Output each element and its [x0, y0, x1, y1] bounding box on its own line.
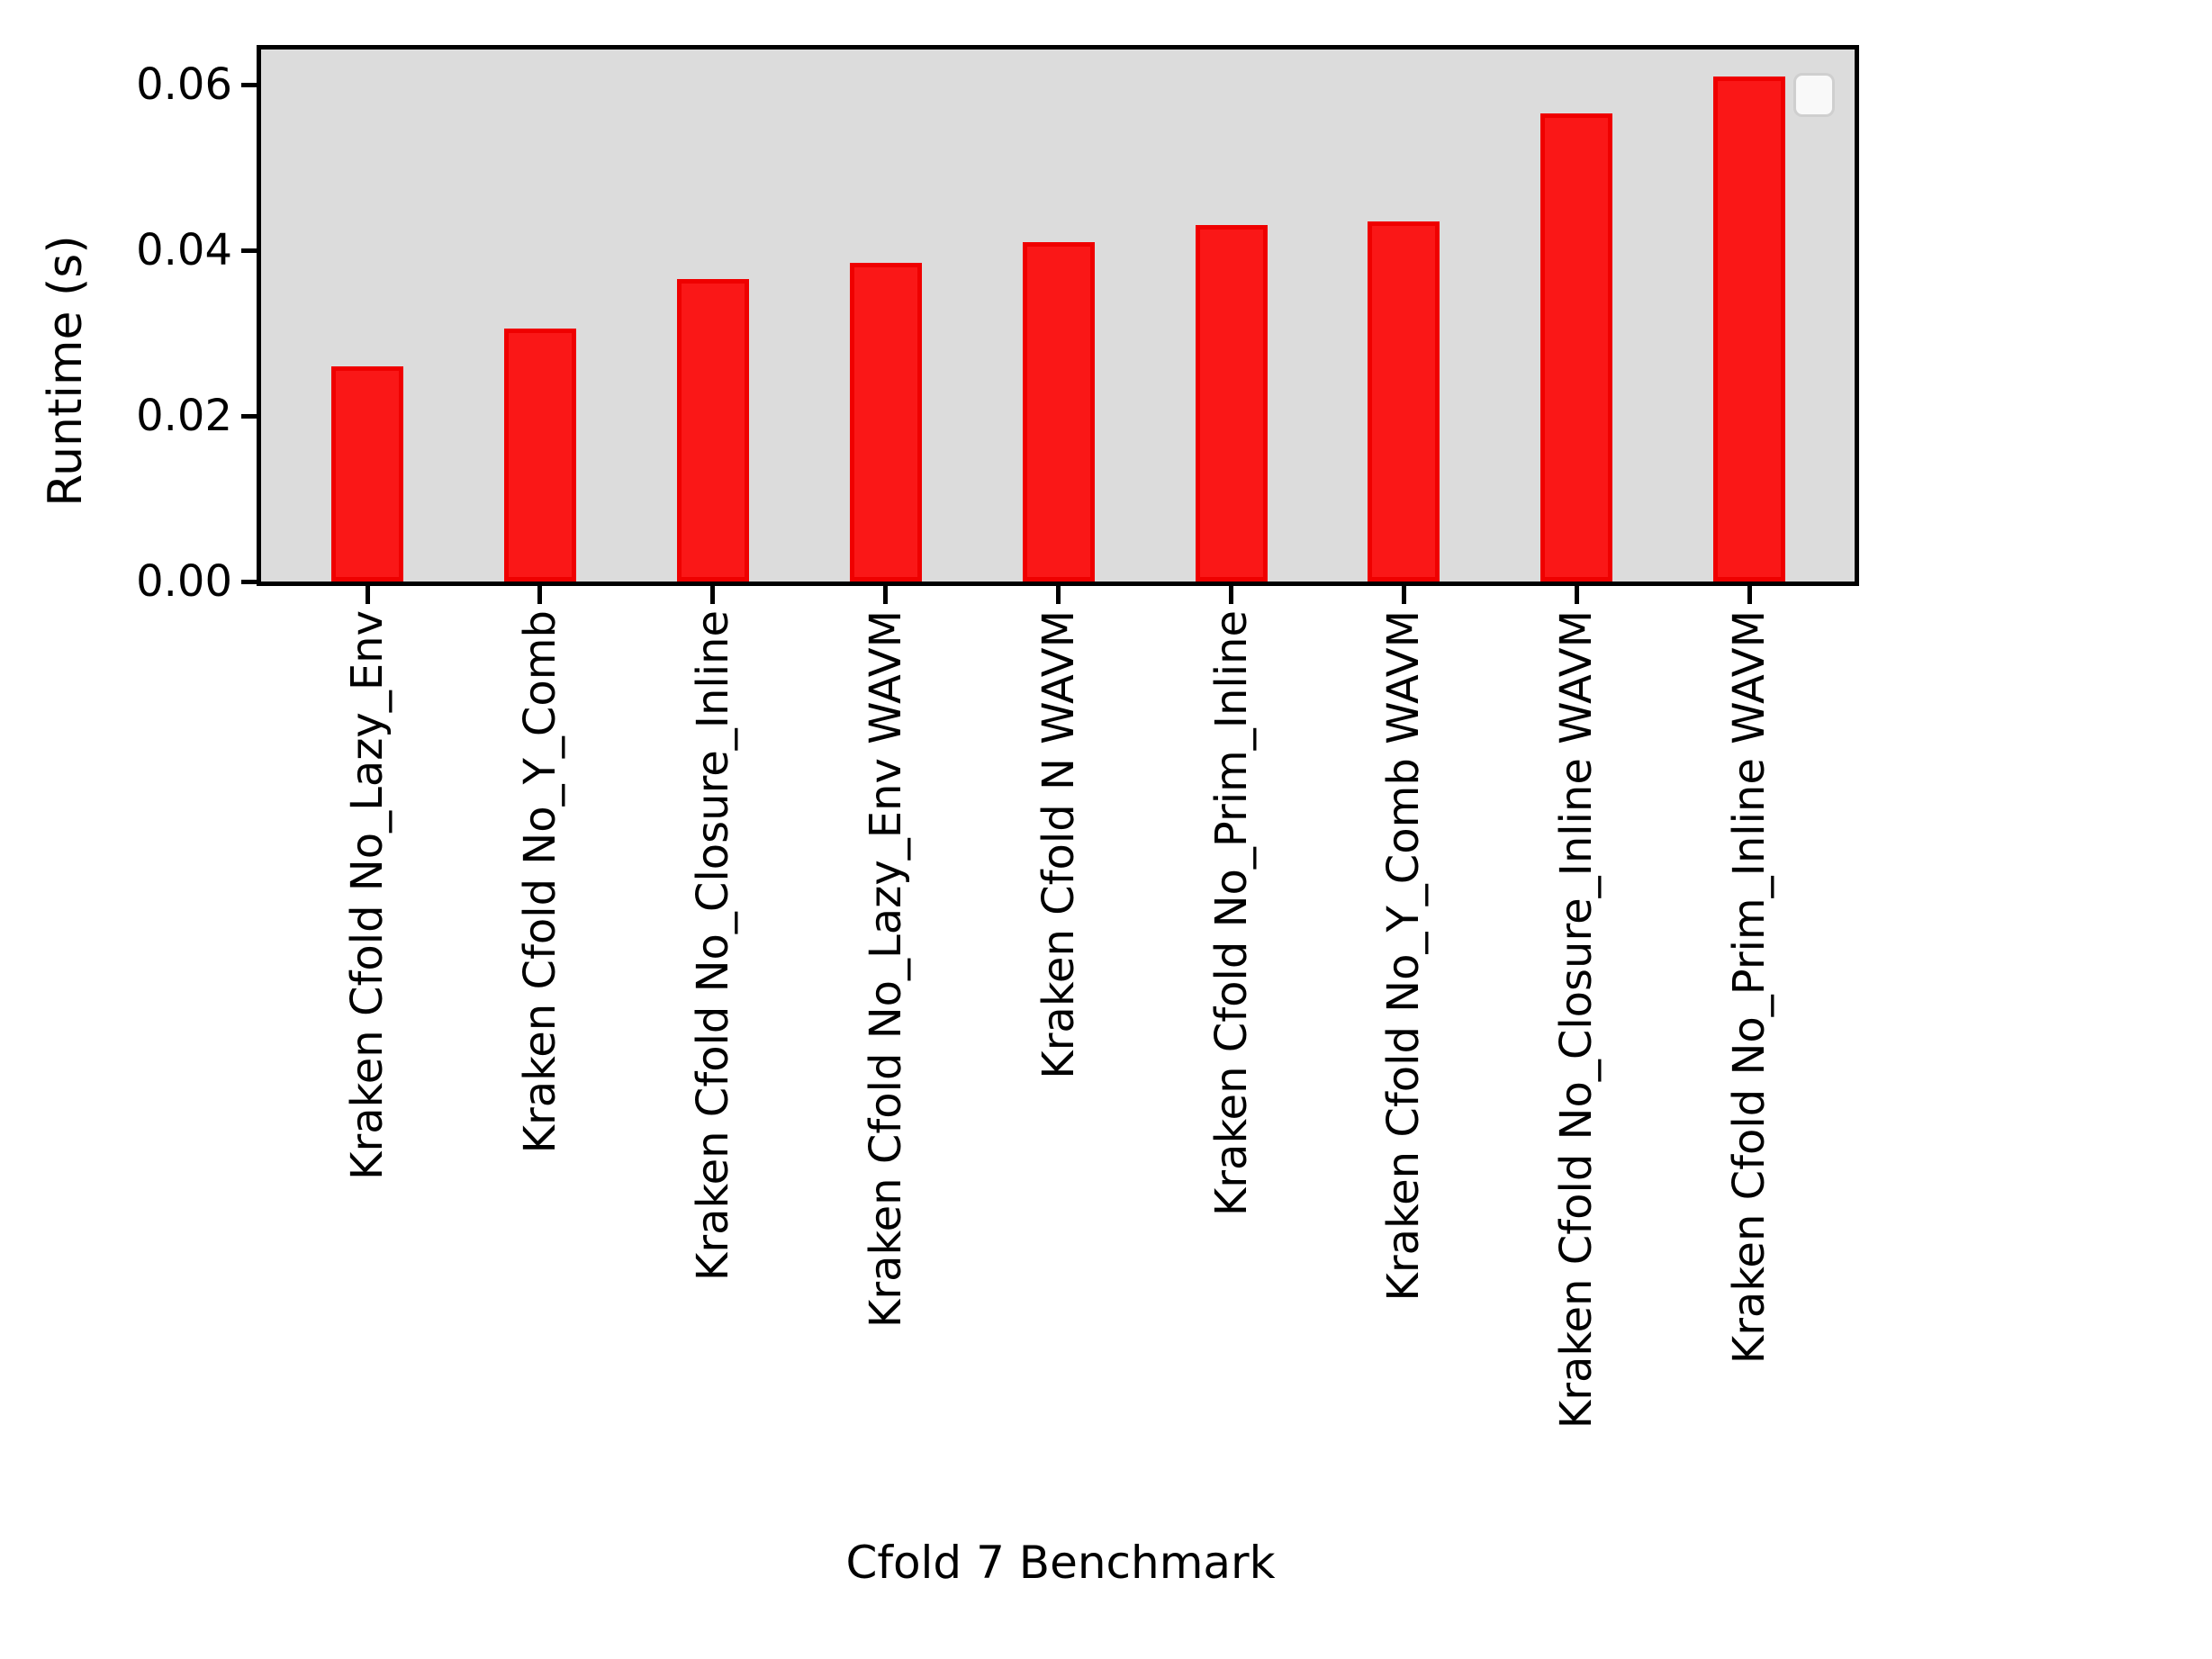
x-tick-mark — [1056, 586, 1061, 604]
y-tick-mark — [241, 248, 261, 253]
x-tick-label: Kraken Cfold No_Closure_Inline — [687, 610, 738, 1282]
bar — [1022, 242, 1095, 582]
x-tick-label: Kraken Cfold N WAVM — [1033, 610, 1084, 1079]
x-tick-mark — [1574, 586, 1579, 604]
bar — [1713, 77, 1786, 582]
x-axis-label: Cfold 7 Benchmark — [845, 1537, 1276, 1589]
x-tick-label: Kraken Cfold No_Prim_Inline — [1205, 610, 1257, 1217]
x-tick-label: Kraken Cfold No_Closure_Inline WAVM — [1551, 610, 1603, 1429]
bar — [1368, 221, 1440, 582]
x-tick-mark — [537, 586, 543, 604]
y-tick-label: 0.02 — [136, 391, 232, 441]
x-tick-label: Kraken Cfold No_Lazy_Env — [342, 610, 393, 1180]
bar — [331, 366, 403, 582]
x-tick-mark — [1747, 586, 1752, 604]
x-tick-label: Kraken Cfold No_Lazy_Env WAVM — [860, 610, 911, 1329]
y-tick-mark — [241, 579, 261, 584]
y-tick-mark — [241, 413, 261, 419]
y-tick-label: 0.00 — [136, 556, 232, 607]
x-tick-mark — [365, 586, 370, 604]
y-tick-label: 0.04 — [136, 225, 232, 275]
plot-area — [257, 45, 1859, 586]
y-tick-mark — [241, 82, 261, 87]
legend-box — [1793, 73, 1835, 117]
bar — [676, 279, 749, 582]
y-tick-label: 0.06 — [136, 59, 232, 110]
x-tick-mark — [1229, 586, 1233, 604]
x-tick-mark — [883, 586, 889, 604]
x-tick-label: Kraken Cfold No_Prim_Inline WAVM — [1724, 610, 1775, 1365]
x-tick-label: Kraken Cfold No_Y_Comb — [514, 610, 565, 1154]
bar — [849, 263, 922, 582]
bar — [503, 329, 576, 582]
bar — [1540, 113, 1613, 582]
x-tick-mark — [1401, 586, 1406, 604]
bar — [1195, 225, 1268, 582]
x-tick-mark — [710, 586, 716, 604]
x-tick-label: Kraken Cfold No_Y_Comb WAVM — [1378, 610, 1430, 1302]
